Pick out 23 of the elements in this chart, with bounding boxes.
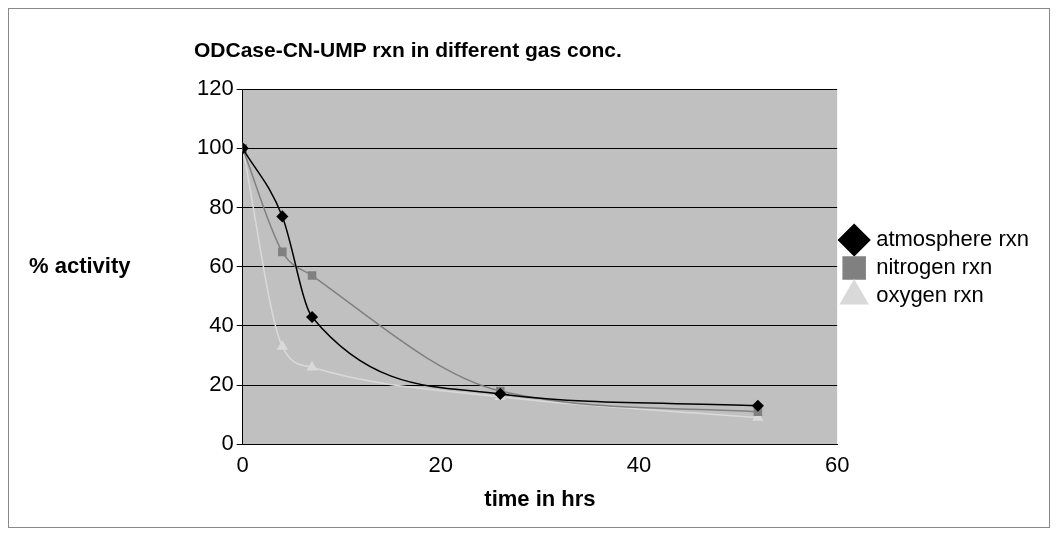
chart-title: ODCase-CN-UMP rxn in different gas conc. <box>194 38 622 62</box>
y-tick-label: 100 <box>196 134 234 160</box>
point <box>276 210 289 223</box>
x-tick-label: 40 <box>626 452 652 478</box>
point <box>306 361 318 371</box>
legend-label: nitrogen rxn <box>876 254 993 280</box>
y-tick-label: 40 <box>209 311 234 337</box>
y-tick-label: 80 <box>209 193 234 219</box>
x-axis-title: time in hrs <box>484 485 596 511</box>
y-tick-label: 60 <box>209 252 234 278</box>
point <box>306 311 318 323</box>
y-tick-label: 0 <box>221 430 234 456</box>
legend-label: atmosphere rxn <box>876 226 1030 252</box>
point <box>752 399 764 412</box>
x-tick-label: 60 <box>824 452 850 478</box>
point <box>307 271 317 280</box>
point <box>278 247 287 257</box>
point <box>277 340 288 350</box>
y-tick-label: 20 <box>209 371 234 397</box>
x-tick-label: 20 <box>428 452 454 478</box>
y-axis-title: % activity <box>29 252 132 278</box>
y-tick-label: 120 <box>196 75 234 101</box>
legend-label: oxygen rxn <box>876 282 984 308</box>
